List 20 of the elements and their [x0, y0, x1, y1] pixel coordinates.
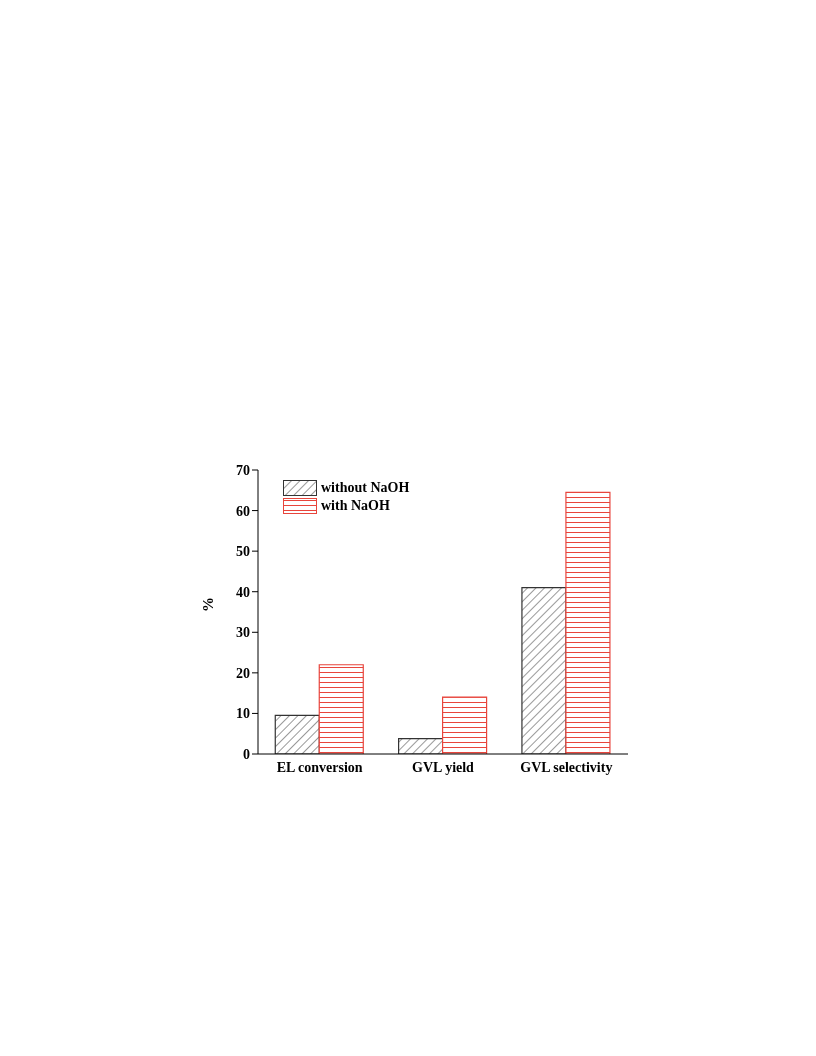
legend-label: with NaOH	[321, 498, 390, 514]
bar	[521, 587, 567, 754]
y-axis-title: %	[200, 597, 217, 612]
y-tick-label: 60	[236, 503, 250, 519]
bar	[565, 491, 611, 754]
y-tick-label: 50	[236, 544, 250, 560]
y-tick-label: 0	[243, 746, 250, 762]
y-tick-label: 70	[236, 462, 250, 478]
y-tick-label: 40	[236, 584, 250, 600]
bar	[274, 714, 320, 754]
bar	[442, 696, 488, 754]
legend-label: without NaOH	[321, 480, 410, 496]
bar	[318, 664, 364, 754]
x-tick-label: GVL yield	[412, 759, 475, 775]
x-tick-label: GVL selectivity	[520, 759, 613, 775]
y-tick-label: 20	[236, 665, 250, 681]
y-tick-label: 30	[236, 625, 250, 641]
bar	[398, 737, 444, 754]
y-tick-label: 10	[236, 706, 250, 722]
x-tick-label: EL conversion	[276, 759, 363, 775]
